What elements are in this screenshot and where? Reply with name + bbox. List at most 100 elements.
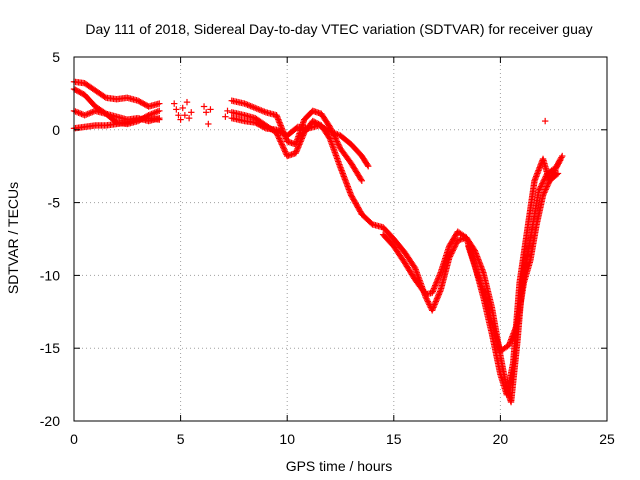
data-point <box>183 98 191 106</box>
data-point <box>156 107 163 115</box>
data-point <box>171 100 178 107</box>
data-point <box>275 133 282 141</box>
data-point <box>364 161 371 169</box>
data-point <box>279 142 286 150</box>
data-point <box>537 183 545 190</box>
data-point <box>247 102 254 110</box>
data-point <box>173 106 180 113</box>
data-point <box>435 292 442 299</box>
data-point <box>241 100 248 107</box>
data-point <box>297 138 304 145</box>
data-point <box>334 131 341 138</box>
data-point <box>261 124 268 131</box>
data-point <box>545 179 553 186</box>
x-axis-title: GPS time / hours <box>286 458 393 474</box>
data-point <box>255 106 262 113</box>
data-point <box>431 301 438 308</box>
data-point <box>556 158 563 166</box>
data-point <box>433 279 440 286</box>
data-point <box>293 148 300 155</box>
data-point <box>536 184 544 192</box>
data-point <box>298 135 306 142</box>
data-point <box>541 189 548 196</box>
data-point <box>278 141 286 148</box>
data-point <box>292 149 299 157</box>
data-point <box>295 142 302 150</box>
data-point <box>276 135 283 142</box>
data-point <box>156 116 163 123</box>
y-tick-label: 0 <box>52 122 60 138</box>
data-point <box>558 154 565 161</box>
data-point <box>250 104 257 111</box>
data-point <box>358 177 366 184</box>
data-point <box>252 104 259 112</box>
data-point <box>546 177 553 184</box>
data-point <box>547 176 554 183</box>
data-point <box>538 181 545 189</box>
data-point <box>335 142 343 150</box>
data-point <box>294 144 302 151</box>
data-point <box>434 276 441 283</box>
data-point <box>325 127 332 134</box>
data-point <box>544 181 551 189</box>
data-point <box>156 100 163 107</box>
data-point <box>259 107 267 115</box>
data-point <box>149 110 157 117</box>
data-point <box>78 110 85 118</box>
data-point <box>559 152 566 160</box>
data-point <box>436 272 443 279</box>
data-point <box>244 101 251 109</box>
data-point <box>451 243 459 250</box>
data-point <box>451 244 458 251</box>
data-point <box>276 136 284 144</box>
data-point <box>335 141 342 148</box>
x-tick-label: 5 <box>177 431 185 447</box>
data-point <box>542 186 549 193</box>
data-point <box>329 129 337 136</box>
y-axis-title: SDTVAR / TECUs <box>5 182 21 294</box>
data-point <box>101 93 108 101</box>
data-point <box>436 288 444 295</box>
data-point <box>556 157 564 164</box>
x-tick-label: 15 <box>386 431 402 447</box>
data-point <box>73 108 81 116</box>
data-point <box>540 177 547 184</box>
data-point <box>245 102 253 109</box>
data-point <box>436 289 443 297</box>
data-point <box>435 275 442 282</box>
data-point <box>430 286 437 294</box>
x-tick-label: 20 <box>493 431 509 447</box>
data-point <box>452 241 459 249</box>
data-point <box>428 307 436 314</box>
data-point <box>429 288 436 295</box>
data-point <box>256 106 263 114</box>
data-point <box>299 132 307 139</box>
data-point <box>541 117 549 125</box>
data-point <box>431 283 438 291</box>
data-point <box>332 130 340 137</box>
data-point <box>545 180 552 187</box>
data-point <box>188 109 195 116</box>
data-point <box>181 112 189 119</box>
data-point <box>75 109 82 116</box>
data-point <box>429 305 436 313</box>
data-point <box>82 111 90 118</box>
data-point <box>433 295 441 302</box>
data-point <box>309 117 316 125</box>
data-point <box>424 298 432 305</box>
data-point <box>430 304 437 311</box>
data-point <box>294 145 301 152</box>
data-point <box>423 295 430 302</box>
data-point <box>432 299 439 307</box>
data-point <box>205 120 212 128</box>
data-point <box>151 109 158 116</box>
data-point <box>428 289 436 297</box>
plot-frame <box>73 56 608 422</box>
data-point <box>430 285 438 292</box>
data-point <box>277 138 284 145</box>
data-point <box>547 174 555 182</box>
data-point <box>261 108 268 115</box>
data-point <box>242 101 250 108</box>
